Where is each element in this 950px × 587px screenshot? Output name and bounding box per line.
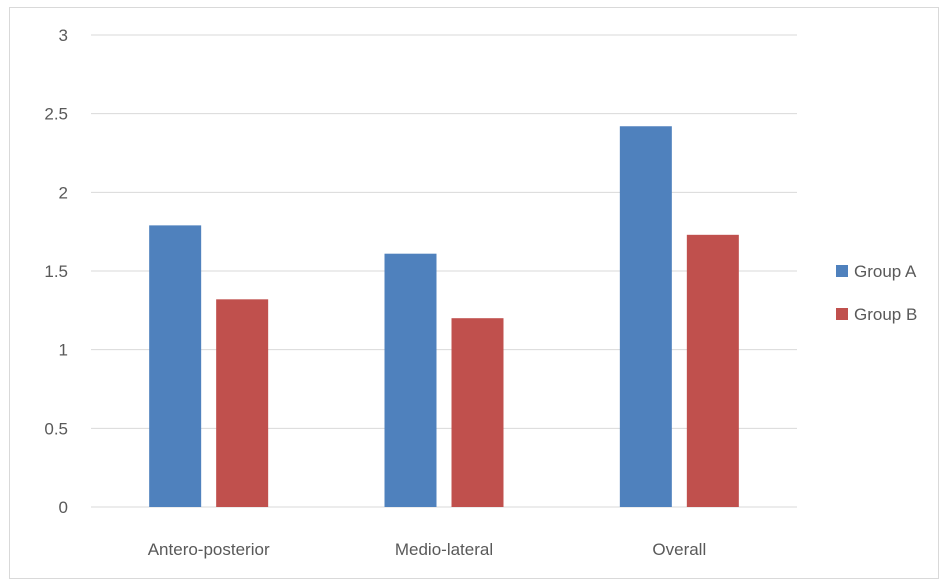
- y-tick-label: 2.5: [44, 105, 68, 124]
- y-tick-label: 1: [59, 341, 68, 360]
- y-tick-label: 0.5: [44, 419, 68, 438]
- legend-swatch: [836, 308, 848, 320]
- x-tick-label: Antero-posterior: [148, 540, 270, 559]
- x-tick-label: Overall: [652, 540, 706, 559]
- bar-group-b-overall: [686, 234, 739, 507]
- bar-group-b-antero-posterior: [216, 299, 269, 507]
- y-tick-label: 3: [59, 26, 68, 45]
- bar-group-a-overall: [619, 126, 672, 508]
- x-tick-label: Medio-lateral: [395, 540, 493, 559]
- legend-label: Group B: [854, 305, 917, 324]
- y-tick-label: 1.5: [44, 262, 68, 281]
- bar-group-b-medio-lateral: [451, 318, 504, 507]
- legend-swatch: [836, 265, 848, 277]
- bar-group-a-antero-posterior: [149, 225, 202, 507]
- legend-label: Group A: [854, 262, 917, 281]
- y-tick-label: 0: [59, 498, 68, 517]
- y-tick-label: 2: [59, 183, 68, 202]
- bar-group-a-medio-lateral: [384, 253, 437, 507]
